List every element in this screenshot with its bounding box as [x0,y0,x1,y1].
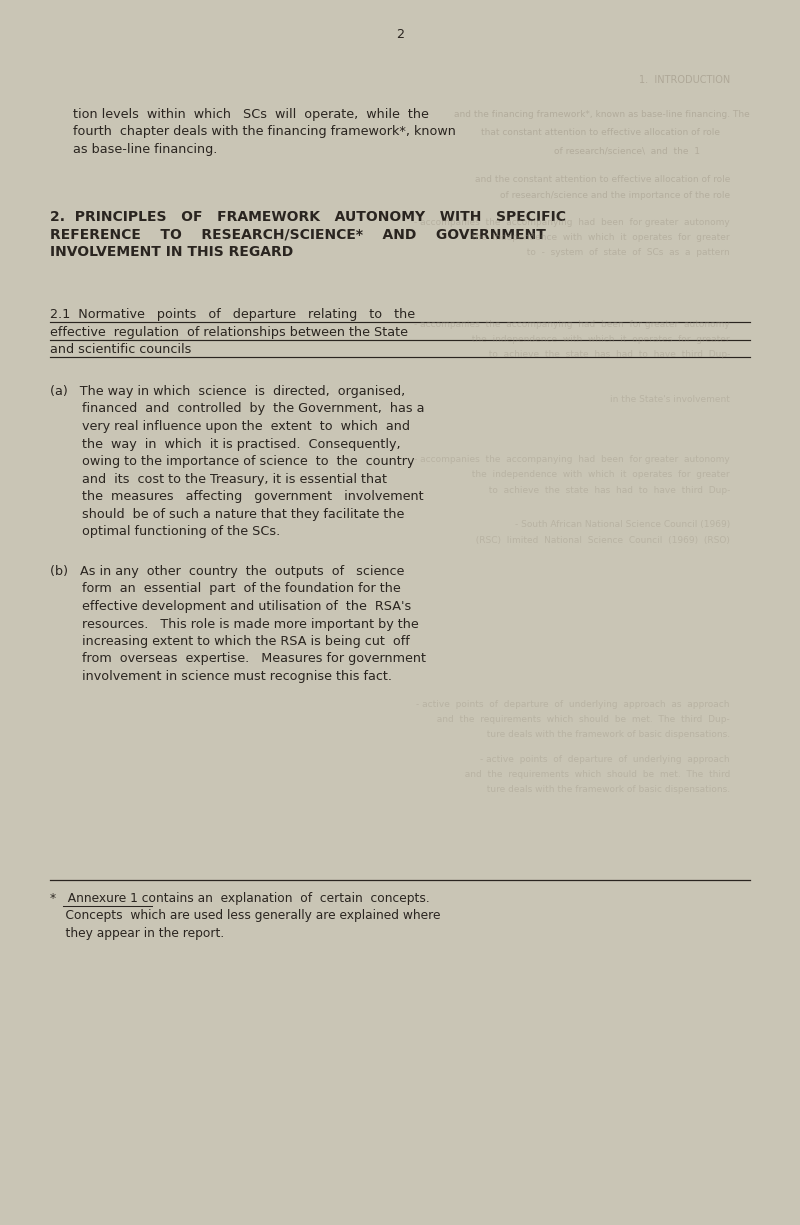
Text: - South African National Science Council (1969): - South African National Science Council… [514,519,730,529]
Text: Concepts  which are used less generally are explained where: Concepts which are used less generally a… [50,909,441,922]
Text: optimal functioning of the SCs.: optimal functioning of the SCs. [50,526,280,538]
Text: involvement in science must recognise this fact.: involvement in science must recognise th… [50,670,392,684]
Text: of research/science\  and  the  1: of research/science\ and the 1 [554,146,700,156]
Text: and the financing framework*, known as base-line financing. The: and the financing framework*, known as b… [454,110,750,119]
Text: that constant attention to effective allocation of role: that constant attention to effective all… [481,127,720,137]
Text: the  independence  with  which  it  operates  for  greater: the independence with which it operates … [466,334,730,344]
Text: the  independence  with  which  it  operates  for  greater: the independence with which it operates … [466,233,730,243]
Text: REFERENCE    TO    RESEARCH/SCIENCE*    AND    GOVERNMENT: REFERENCE TO RESEARCH/SCIENCE* AND GOVER… [50,228,546,241]
Text: of research/science and the importance of the role: of research/science and the importance o… [500,191,730,200]
Text: they appear in the report.: they appear in the report. [50,927,224,940]
Text: - active  points  of  departure  of  underlying  approach  as  approach: - active points of departure of underlyi… [417,699,730,709]
Text: 2.  PRINCIPLES   OF   FRAMEWORK   AUTONOMY   WITH   SPECIFIC: 2. PRINCIPLES OF FRAMEWORK AUTONOMY WITH… [50,209,566,224]
Text: and the constant attention to effective allocation of role: and the constant attention to effective … [474,175,730,184]
Text: very real influence upon the  extent  to  which  and: very real influence upon the extent to w… [50,420,410,432]
Text: fourth  chapter deals with the financing framework*, known: fourth chapter deals with the financing … [73,125,456,138]
Text: and  the  requirements  which  should  be  met.  The  third: and the requirements which should be met… [458,771,730,779]
Text: - accompanies  the  accompanying  had  been  for greater  autonomy: - accompanies the accompanying had been … [414,454,730,464]
Text: 2: 2 [396,28,404,40]
Text: financed  and  controlled  by  the Government,  has a: financed and controlled by the Governmen… [50,403,425,415]
Text: *   Annexure 1 contains an  explanation  of  certain  concepts.: * Annexure 1 contains an explanation of … [50,892,430,905]
Text: to  achieve  the  state  has  had  to  have  third  Dup-: to achieve the state has had to have thi… [482,486,730,495]
Text: effective  regulation  of relationships between the State: effective regulation of relationships be… [50,326,408,338]
Text: ture deals with the framework of basic dispensations.: ture deals with the framework of basic d… [481,730,730,739]
Text: ture deals with the framework of basic dispensations.: ture deals with the framework of basic d… [481,785,730,794]
Text: INVOLVEMENT IN THIS REGARD: INVOLVEMENT IN THIS REGARD [50,245,294,258]
Text: - accompanies  the  accompanying  had  been  for greater  autonomy: - accompanies the accompanying had been … [414,218,730,227]
Text: (RSC)  limited  National  Science  Council  (1969)  (RSO): (RSC) limited National Science Council (… [470,537,730,545]
Text: to  -  system  of  state  of  SCs  as  a  pattern: to - system of state of SCs as a pattern [522,247,730,257]
Text: and  its  cost to the Treasury, it is essential that: and its cost to the Treasury, it is esse… [50,473,387,485]
Text: and scientific councils: and scientific councils [50,343,191,356]
Text: increasing extent to which the RSA is being cut  off: increasing extent to which the RSA is be… [50,635,410,648]
Text: - accompanies  the  accompanying  had  been  for greater  autonomy: - accompanies the accompanying had been … [414,320,730,330]
Text: from  overseas  expertise.   Measures for government: from overseas expertise. Measures for go… [50,653,426,665]
Text: as base-line financing.: as base-line financing. [73,143,218,156]
Text: 1.  INTRODUCTION: 1. INTRODUCTION [638,75,730,85]
Text: to  achieve  the  state  has  had  to  have  third  Dup-: to achieve the state has had to have thi… [482,350,730,359]
Text: owing to the importance of science  to  the  country: owing to the importance of science to th… [50,454,414,468]
Text: resources.   This role is made more important by the: resources. This role is made more import… [50,617,418,631]
Text: form  an  essential  part  of the foundation for the: form an essential part of the foundation… [50,583,401,595]
Text: and  the  requirements  which  should  be  met.  The  third  Dup-: and the requirements which should be met… [431,715,730,724]
Text: should  be of such a nature that they facilitate the: should be of such a nature that they fac… [50,507,404,521]
Text: 2.1  Normative   points   of   departure   relating   to   the: 2.1 Normative points of departure relati… [50,307,415,321]
Text: the  measures   affecting   government   involvement: the measures affecting government involv… [50,490,424,503]
Text: the  way  in  which  it is practised.  Consequently,: the way in which it is practised. Conseq… [50,437,401,451]
Text: effective development and utilisation of  the  RSA's: effective development and utilisation of… [50,600,411,612]
Text: (b)   As in any  other  country  the  outputs  of   science: (b) As in any other country the outputs … [50,565,404,578]
Text: tion levels  within  which   SCs  will  operate,  while  the: tion levels within which SCs will operat… [73,108,429,121]
Text: - active  points  of  departure  of  underlying  approach: - active points of departure of underlyi… [480,755,730,764]
Text: (a)   The way in which  science  is  directed,  organised,: (a) The way in which science is directed… [50,385,406,398]
Text: the  independence  with  which  it  operates  for  greater: the independence with which it operates … [466,470,730,479]
Text: in the State's involvement: in the State's involvement [610,394,730,404]
